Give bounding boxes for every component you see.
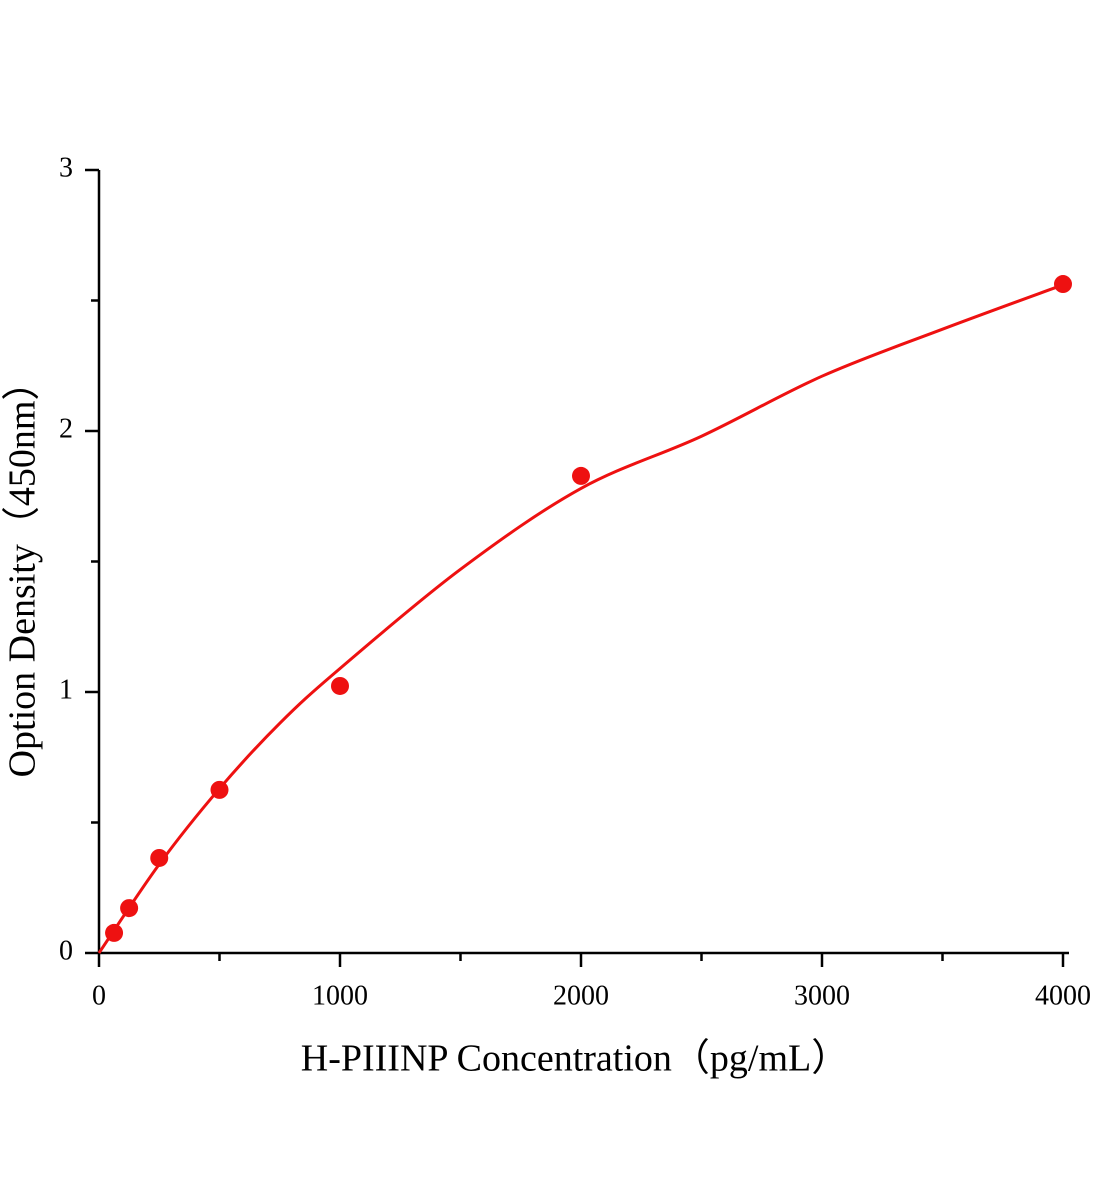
y-axis-title: Option Density（450nm） [2,363,44,778]
x-tick-label: 4000 [1035,980,1091,1011]
data-point [331,676,349,695]
data-point [572,466,590,485]
data-point [210,780,229,799]
x-tick-label: 0 [92,980,106,1011]
y-tick-label: 2 [59,413,73,444]
data-point [120,899,139,918]
y-tick-label: 1 [59,674,73,705]
x-tick-label: 2000 [553,980,609,1011]
data-point [1054,275,1072,294]
data-point [105,923,124,942]
data-point [150,848,169,867]
x-tick-label: 1000 [312,980,368,1011]
y-tick-label: 0 [59,935,73,966]
x-axis-title: H-PIIINP Concentration（pg/mL） [301,1038,849,1080]
fit-curve [97,283,1064,954]
y-tick-label: 3 [59,152,73,183]
x-tick-label: 3000 [794,980,850,1011]
